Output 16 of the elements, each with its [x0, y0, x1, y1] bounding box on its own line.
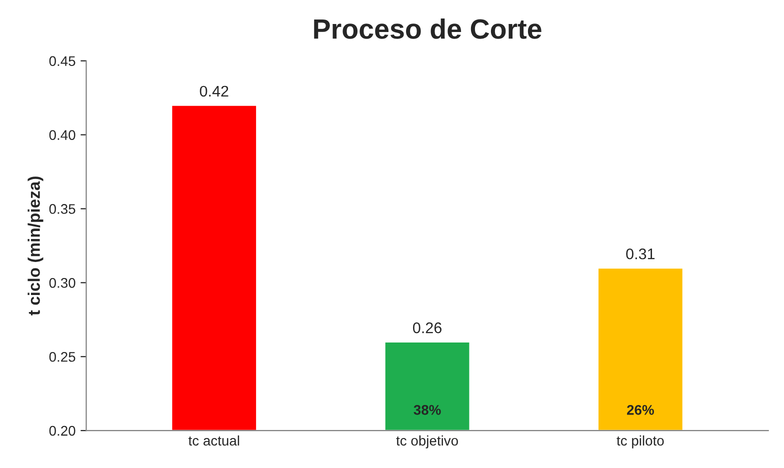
data-label: 0.26 [413, 322, 442, 334]
y-tick-label: 0.45 [49, 56, 76, 66]
x-tick-label: tc objetivo [396, 435, 458, 448]
chart-title: Proceso de Corte [314, 18, 542, 39]
data-label: 0.31 [626, 248, 655, 260]
y-axis-title: t ciclo (min/pieza) [28, 176, 44, 316]
x-tick-label: tc piloto [616, 435, 664, 448]
y-tick-label: 0.30 [49, 278, 76, 288]
y-tick-label: 0.20 [49, 426, 76, 436]
y-tick-label: 0.35 [49, 204, 76, 214]
data-label: 0.42 [200, 86, 228, 97]
y-tick-label: 0.40 [49, 130, 76, 140]
annotation: 38% [414, 405, 441, 415]
y-tick-label: 0.25 [49, 352, 76, 362]
x-tick-label: tc actual [188, 435, 240, 446]
annotation: 26% [627, 405, 654, 415]
